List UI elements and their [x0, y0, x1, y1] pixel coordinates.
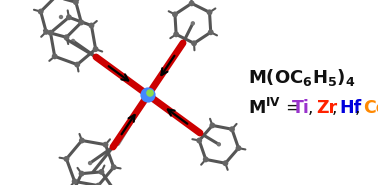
Point: [111, 166, 117, 169]
Point: [229, 128, 235, 131]
Point: [216, 143, 222, 146]
Text: Ce: Ce: [363, 99, 378, 117]
Text: ,: ,: [355, 99, 361, 117]
Point: [78, 21, 84, 24]
Point: [102, 143, 108, 146]
Point: [87, 162, 93, 164]
Point: [172, 13, 178, 16]
Point: [64, 36, 70, 39]
Point: [73, 1, 79, 4]
Point: [58, 16, 64, 18]
Point: [145, 94, 151, 97]
Point: [209, 124, 215, 127]
Point: [48, 31, 54, 34]
Point: [79, 172, 85, 175]
Point: [43, 30, 49, 33]
Point: [208, 31, 214, 34]
Point: [93, 48, 99, 51]
Point: [203, 158, 209, 161]
Point: [190, 22, 196, 25]
Point: [173, 33, 179, 36]
Point: [71, 180, 77, 183]
Point: [189, 2, 195, 5]
Text: $\mathbf{M(OC_6H_5)_4}$: $\mathbf{M(OC_6H_5)_4}$: [248, 68, 355, 88]
Point: [95, 184, 101, 185]
Point: [206, 11, 212, 14]
Point: [52, 55, 58, 58]
Point: [74, 63, 80, 66]
Text: Zr: Zr: [316, 99, 337, 117]
Point: [147, 92, 153, 95]
Point: [79, 139, 85, 142]
Point: [66, 16, 72, 19]
Point: [64, 157, 70, 160]
Point: [196, 139, 202, 142]
Point: [70, 39, 76, 42]
Point: [191, 42, 197, 45]
Text: Ti: Ti: [292, 99, 310, 117]
Point: [98, 170, 104, 173]
Text: ,: ,: [308, 99, 313, 117]
Point: [38, 10, 44, 13]
Point: [235, 147, 242, 150]
Point: [222, 162, 228, 165]
Text: ,: ,: [332, 99, 338, 117]
Text: Hf: Hf: [339, 99, 361, 117]
Text: $\mathbf{M^{IV}}$ =: $\mathbf{M^{IV}}$ =: [248, 98, 302, 118]
Point: [88, 24, 94, 27]
